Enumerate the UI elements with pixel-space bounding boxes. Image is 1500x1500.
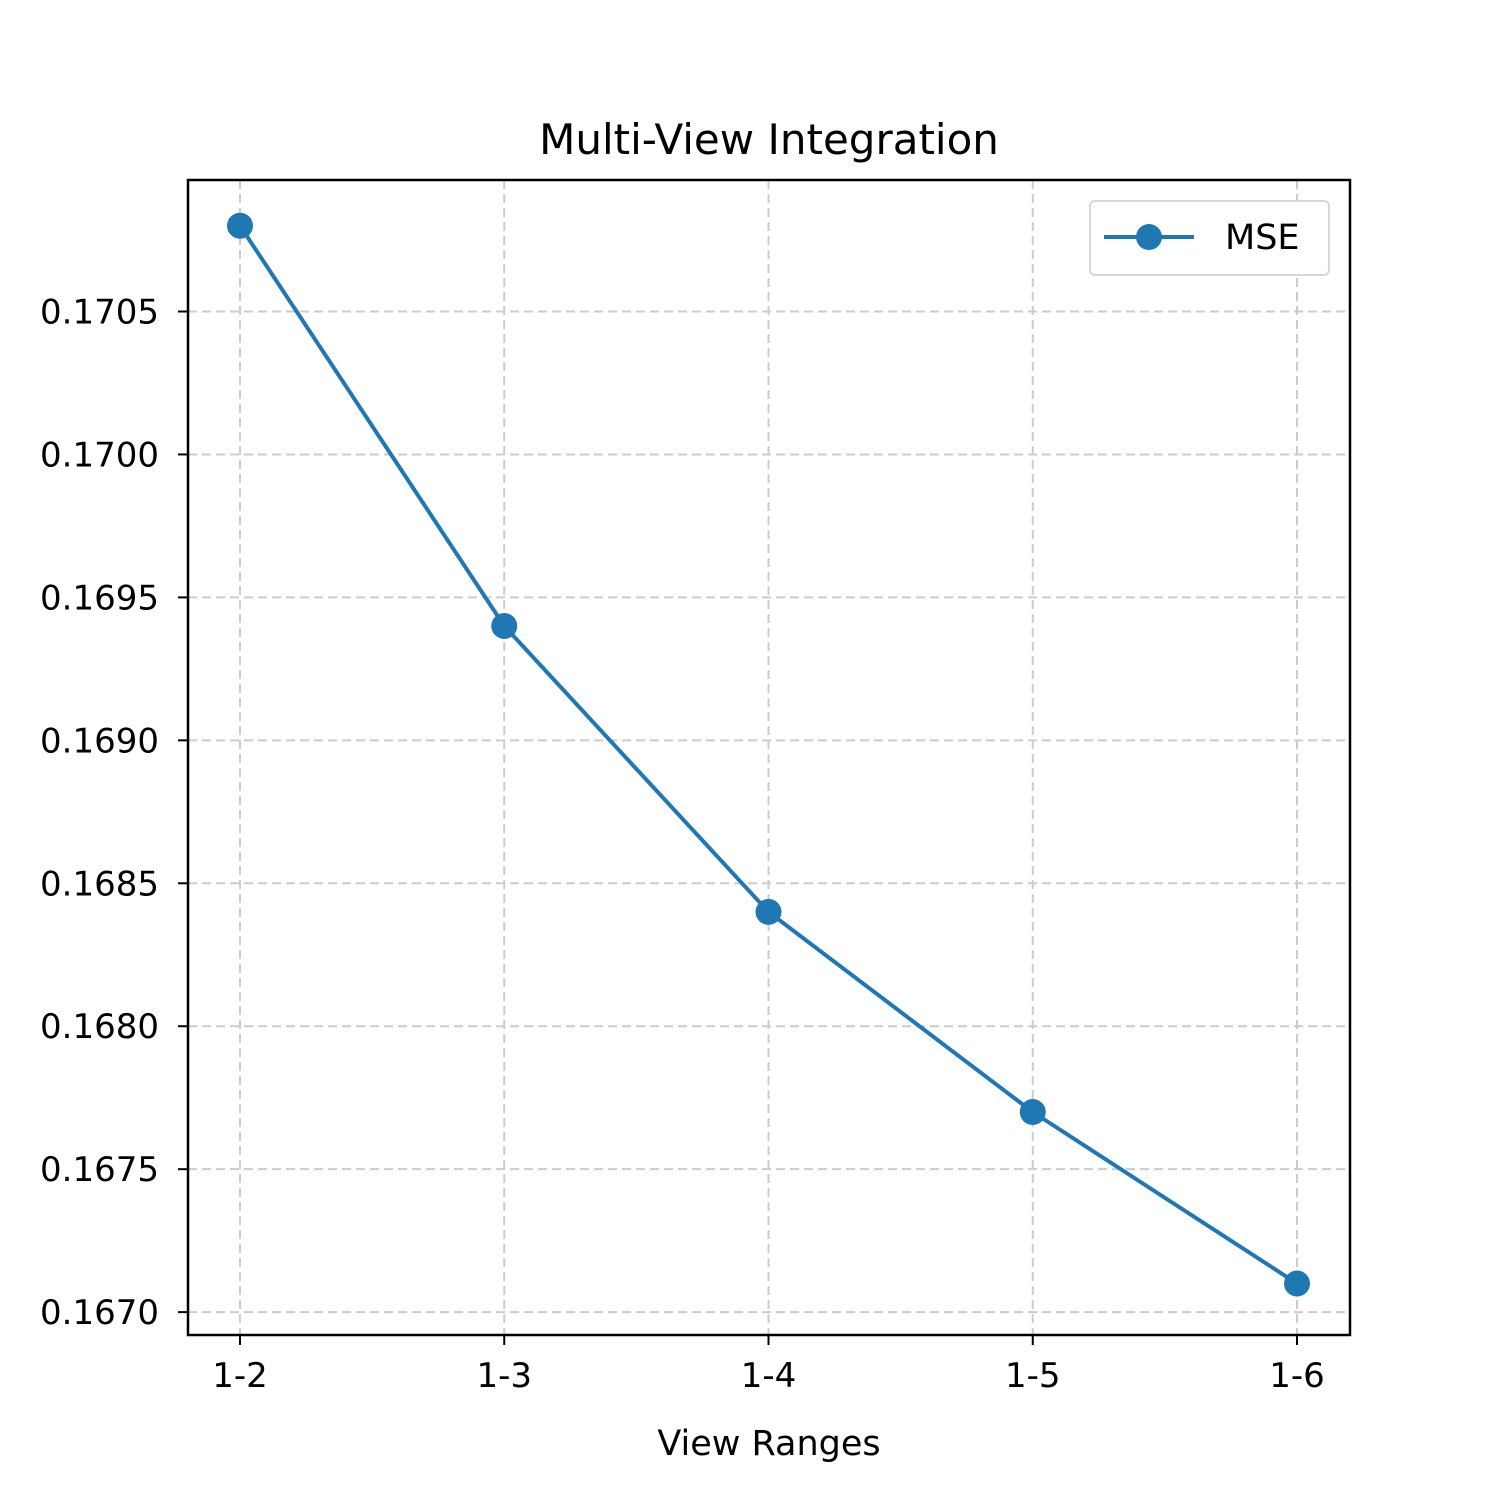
x-tick-label: 1-4	[741, 1356, 797, 1396]
y-tick-label: 0.1690	[40, 721, 159, 761]
legend-marker-mse	[1136, 224, 1162, 250]
y-tick-label: 0.1695	[40, 578, 159, 618]
data-point	[491, 612, 518, 639]
y-tick-label: 0.1675	[40, 1150, 159, 1190]
y-tick-label: 0.1700	[40, 435, 159, 475]
grid	[188, 180, 1350, 1335]
data-point	[1284, 1270, 1310, 1297]
data-point	[755, 898, 782, 925]
x-tick-label: 1-3	[476, 1356, 532, 1396]
y-tick-label: 0.1680	[40, 1007, 159, 1047]
x-tick-label: 1-6	[1269, 1356, 1325, 1396]
y-tick-label: 0.1670	[40, 1293, 159, 1333]
y-tick-label: 0.1705	[40, 293, 159, 333]
legend-box	[1089, 200, 1330, 276]
x-tick-label: 1-2	[212, 1356, 268, 1396]
data-point	[1019, 1099, 1046, 1126]
axes: 1-2 1-3 1-4 1-5 1-6 0.1670 0.1675 0.1680 0.1685 0…	[40, 293, 1325, 1396]
x-tick-label: 1-5	[1005, 1356, 1061, 1396]
x-axis-label: View Ranges	[657, 1424, 880, 1464]
series-layer	[227, 212, 1310, 1297]
legend-label-mse: MSE	[1225, 218, 1300, 258]
legend: MSE	[1089, 200, 1330, 276]
data-point	[227, 212, 253, 239]
y-tick-label: 0.1685	[40, 864, 159, 904]
chart-title: Multi-View Integration	[539, 115, 999, 164]
